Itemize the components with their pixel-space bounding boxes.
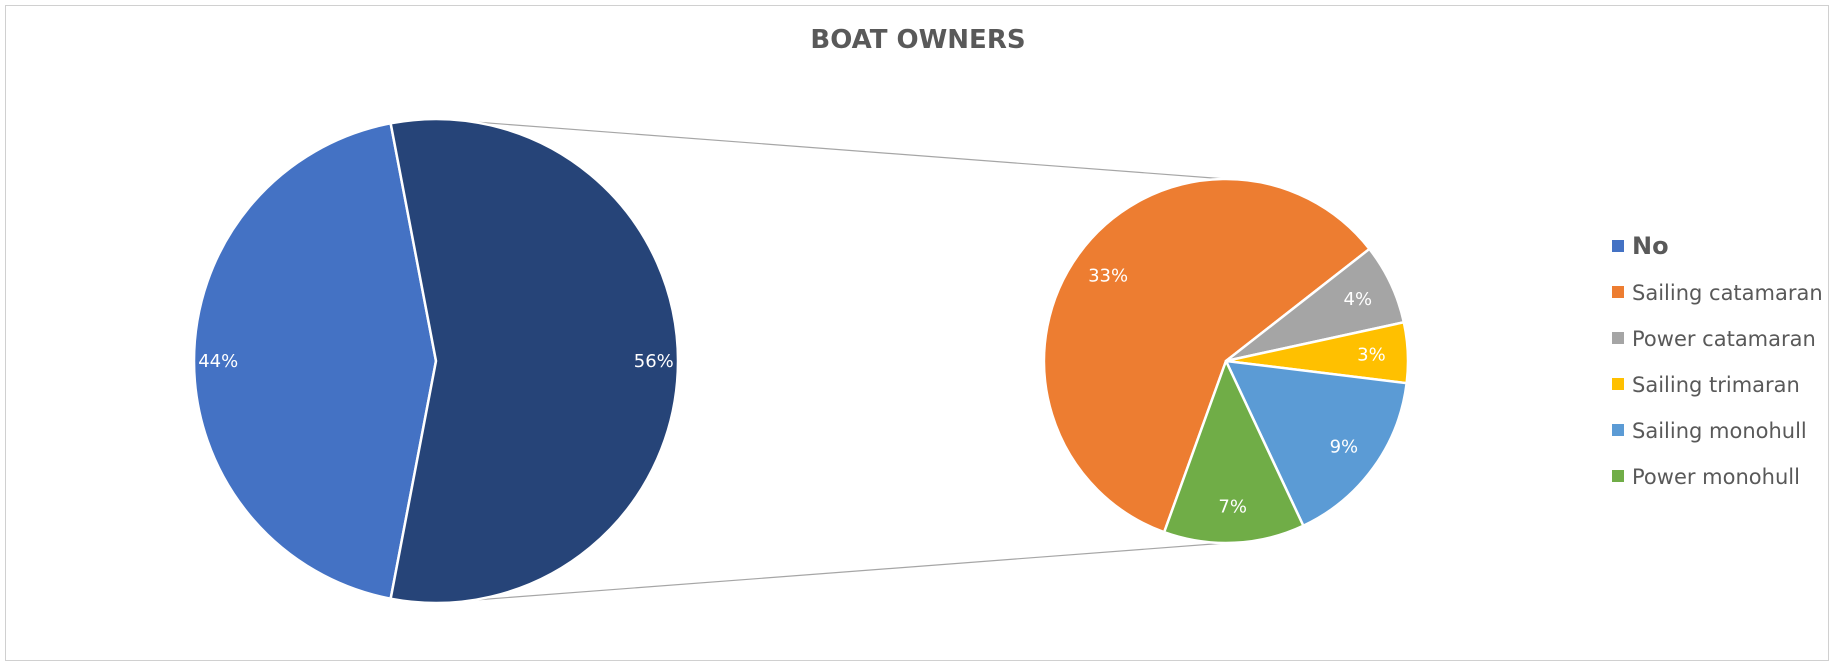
connector-line-bottom (435, 542, 1227, 604)
legend-swatch-sailing-trimaran (1612, 378, 1624, 390)
slice-other (389, 117, 680, 605)
slice-no (192, 122, 438, 600)
legend-label-no: No (1632, 232, 1669, 260)
legend-swatch-power-catamaran (1612, 332, 1624, 344)
legend-label-sailing-monohull: Sailing monohull (1632, 419, 1807, 443)
slice-label-sailing-catamaran: 33% (1088, 266, 1128, 287)
slice-label-other: 56% (634, 351, 674, 372)
legend: No Sailing catamaran Power catamaran Sailin… (1612, 232, 1823, 489)
slice-label-power-monohull: 7% (1218, 496, 1247, 517)
connector-line-top (435, 118, 1227, 180)
legend-swatch-sailing-catamaran (1612, 286, 1624, 298)
legend-label-power-monohull: Power monohull (1632, 465, 1800, 489)
slice-label-power-catamaran: 4% (1344, 289, 1373, 310)
slice-power-monohull (1162, 359, 1305, 545)
slice-label-sailing-trimaran: 3% (1357, 344, 1386, 365)
legend-label-sailing-catamaran: Sailing catamaran (1632, 281, 1823, 305)
legend-label-power-catamaran: Power catamaran (1632, 327, 1816, 351)
slice-label-no: 44% (198, 351, 238, 372)
legend-label-sailing-trimaran: Sailing trimaran (1632, 373, 1800, 397)
slice-sailing-monohull (1224, 359, 1408, 528)
slice-label-sailing-monohull: 9% (1330, 436, 1359, 457)
main-pie: 44% 56% (192, 117, 680, 605)
chart-title: BOAT OWNERS (810, 25, 1025, 55)
legend-swatch-power-monohull (1612, 470, 1624, 482)
slice-sailing-catamaran (1042, 177, 1371, 534)
secondary-pie: 33% 4% 3% 9% 7% (1042, 177, 1410, 545)
legend-swatch-sailing-monohull (1612, 424, 1624, 436)
connector-lines (435, 118, 1227, 604)
legend-swatch-no (1612, 240, 1624, 252)
